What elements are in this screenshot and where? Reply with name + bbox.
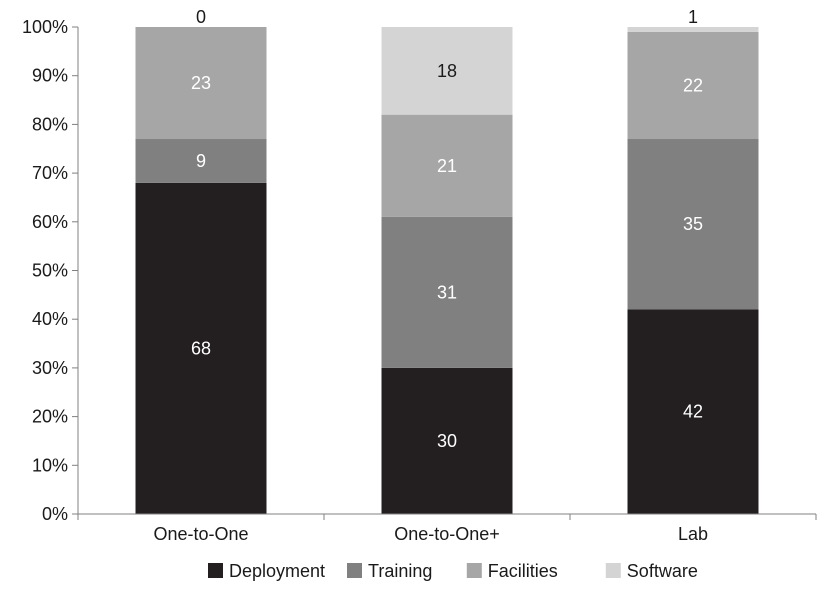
legend-item-deployment: Deployment [208, 561, 325, 581]
y-tick-label: 10% [32, 455, 68, 475]
data-label-training-2: 31 [437, 282, 457, 302]
y-tick-label: 40% [32, 309, 68, 329]
legend-swatch [605, 563, 621, 578]
x-tick-label: One-to-One+ [394, 524, 500, 544]
bar-training-1 [135, 139, 267, 183]
y-tick-label: 90% [32, 66, 68, 86]
legend-label: Software [627, 561, 698, 581]
legend-swatch [466, 563, 482, 578]
bars-group [135, 27, 759, 514]
legend-label: Training [368, 561, 432, 581]
legend-swatch [208, 563, 223, 578]
bar-software-3 [627, 27, 759, 32]
bar-deployment-3 [627, 309, 759, 514]
x-tick-label: Lab [678, 524, 708, 544]
axis-group: One-to-One One-to-One+ Lab 0% 10% 20% 30% 40% 50… [22, 17, 817, 544]
y-tick-label: 20% [32, 407, 68, 427]
y-tick-label: 100% [22, 17, 68, 37]
data-label-facilities-1: 23 [191, 73, 211, 93]
y-tick-label: 70% [32, 163, 68, 183]
data-label-training-3: 35 [683, 214, 703, 234]
x-tick-label: One-to-One [153, 524, 248, 544]
y-tick-label: 80% [32, 114, 68, 134]
legend-item-facilities: Facilities [466, 561, 558, 581]
y-tick-label: 50% [32, 261, 68, 281]
legend-label: Facilities [488, 561, 558, 581]
data-label-facilities-3: 22 [683, 75, 703, 95]
data-label-deployment-2: 30 [437, 431, 457, 451]
data-label-training-1: 9 [196, 151, 206, 171]
data-labels-group: 68 9 23 0 30 31 21 18 42 35 22 1 [191, 7, 703, 451]
data-label-software-3: 1 [688, 7, 698, 27]
bar-deployment-1 [135, 182, 267, 514]
legend-label: Deployment [229, 561, 325, 581]
data-label-deployment-3: 42 [683, 402, 703, 422]
bar-facilities-3 [627, 31, 759, 140]
data-label-software-2: 18 [437, 61, 457, 81]
legend-item-software: Software [605, 561, 698, 581]
bar-facilities-1 [135, 27, 267, 140]
y-tick-label: 30% [32, 358, 68, 378]
data-label-deployment-1: 68 [191, 338, 211, 358]
legend-item-training: Training [347, 561, 432, 581]
data-label-facilities-2: 21 [437, 156, 457, 176]
y-tick-label: 0% [42, 504, 68, 524]
data-label-software-1: 0 [196, 7, 206, 27]
bar-facilities-2 [381, 114, 513, 217]
legend-swatch [347, 563, 362, 578]
bar-software-2 [381, 27, 513, 115]
bar-training-2 [381, 216, 513, 368]
bar-deployment-2 [381, 367, 513, 514]
y-tick-label: 60% [32, 212, 68, 232]
legend: Deployment Training Facilities Software [208, 561, 698, 581]
bar-training-3 [627, 139, 759, 310]
